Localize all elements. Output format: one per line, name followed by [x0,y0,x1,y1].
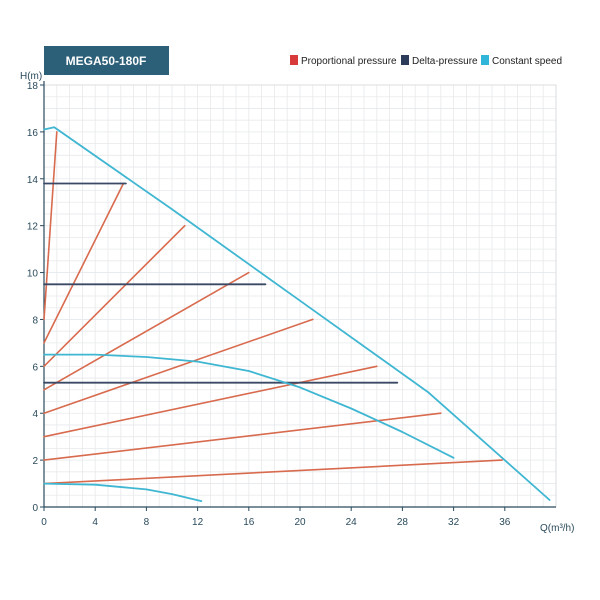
proportional-curve [43,365,378,438]
legend-swatch [401,55,409,65]
legend-swatch [290,55,298,65]
grid [43,84,557,508]
legend-item: Constant speed [481,55,562,67]
legend: Proportional pressure Delta-pressure Const… [290,55,562,67]
x-tick-label: 20 [294,517,306,528]
constant-curve [43,126,551,501]
x-tick-label: 24 [346,517,358,528]
x-tick-label: 36 [499,517,511,528]
y-tick-label: 12 [27,222,39,233]
proportional-curve [43,412,442,461]
constant-curve [43,353,455,459]
y-tick-label: 8 [32,315,38,326]
x-tick-label: 12 [192,517,204,528]
proportional-curve [43,182,125,344]
x-tick-label: 28 [397,517,409,528]
y-tick-label: 4 [32,409,38,420]
x-axis-label: Q(m³/h) [540,523,574,534]
y-tick-label: 14 [27,175,39,186]
legend-item: Delta-pressure [401,55,478,67]
x-tick-label: 32 [448,517,460,528]
chart-title: MEGA50-180F [66,54,147,68]
series-group [43,126,551,503]
x-tick-label: 16 [243,517,255,528]
x-tick-label: 8 [144,517,150,528]
proportional-curve [43,131,58,321]
constant-curve [43,482,203,503]
proportional-curve [43,224,186,368]
proportional-curve [43,459,504,485]
chart-title-background [44,46,169,75]
chart-title-banner: MEGA50-180F [44,46,169,75]
y-tick-label: 18 [27,81,39,92]
legend-item: Proportional pressure [290,55,397,67]
y-axis-label: H(m) [20,71,42,82]
y-tick-label: 0 [32,503,38,514]
y-tick-label: 10 [27,269,39,280]
legend-label: Constant speed [492,56,562,67]
y-tick-label: 6 [32,362,38,373]
x-tick-label: 0 [41,517,47,528]
x-tick-label: 4 [92,517,98,528]
proportional-curve [43,318,314,415]
y-tick-label: 16 [27,128,39,139]
y-tick-label: 2 [32,456,38,467]
legend-swatch [481,55,489,65]
proportional-curve [43,271,250,391]
legend-label: Proportional pressure [301,56,397,67]
legend-label: Delta-pressure [412,56,478,67]
